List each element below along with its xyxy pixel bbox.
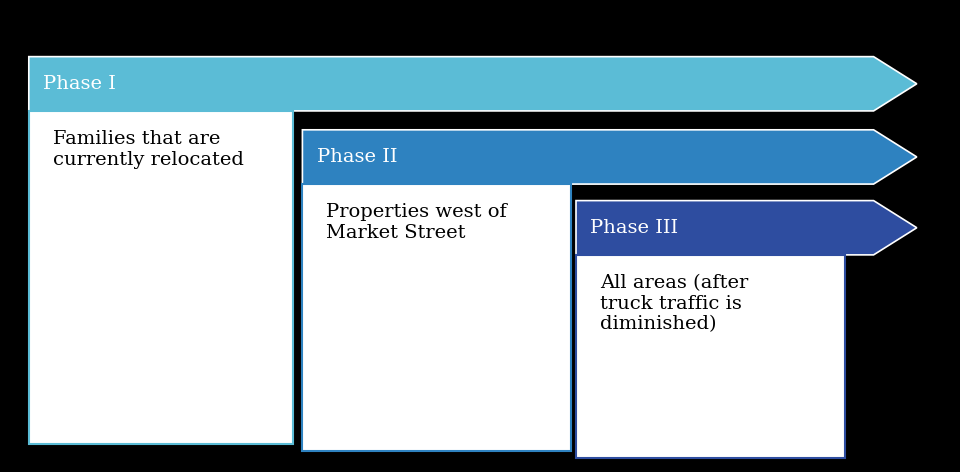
Text: Properties west of
Market Street: Properties west of Market Street	[326, 203, 507, 242]
Bar	[29, 111, 293, 444]
Text: Phase I: Phase I	[43, 75, 116, 93]
Text: All areas (after
truck traffic is
diminished): All areas (after truck traffic is dimini…	[600, 274, 748, 333]
Polygon shape	[576, 201, 917, 255]
Polygon shape	[302, 130, 917, 184]
Text: Families that are
currently relocated: Families that are currently relocated	[53, 130, 244, 169]
Text: Phase III: Phase III	[590, 219, 679, 237]
Polygon shape	[29, 57, 917, 111]
Bar	[302, 184, 571, 451]
Text: Phase II: Phase II	[317, 148, 397, 166]
Bar	[576, 255, 845, 458]
